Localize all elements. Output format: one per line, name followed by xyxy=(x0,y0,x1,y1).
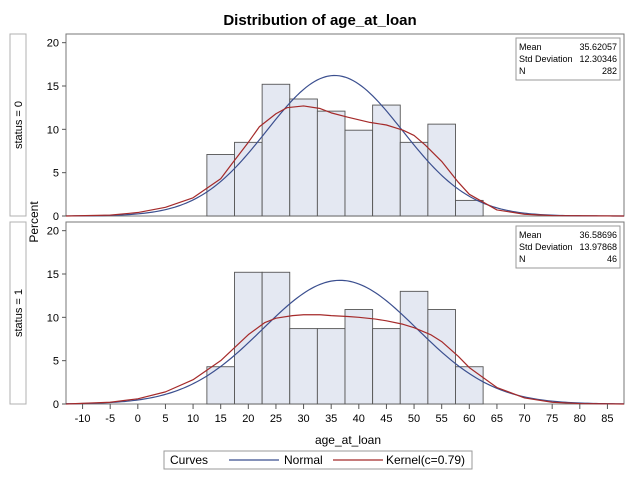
stats-value: 282 xyxy=(602,66,617,76)
x-tick-label: 60 xyxy=(463,413,475,425)
stats-value: 13.97868 xyxy=(579,242,617,252)
histogram-bar xyxy=(399,290,429,405)
histogram-bar xyxy=(372,104,401,217)
kernel-curve xyxy=(65,314,625,405)
x-tick-label: 30 xyxy=(297,413,309,425)
stats-label: Std Deviation xyxy=(519,242,573,252)
x-tick-label: 45 xyxy=(380,413,392,425)
legend: Curves Normal Kernel(c=0.79) xyxy=(163,450,473,470)
stats-value: 12.30346 xyxy=(579,54,617,64)
x-tick-label: 5 xyxy=(162,413,168,425)
histogram-bar xyxy=(206,366,235,405)
stats-inset: Mean 35.62057 Std Deviation 12.30346 N 282 xyxy=(515,37,621,81)
histogram-bar xyxy=(261,83,291,217)
panel-label: status = 1 xyxy=(13,289,25,337)
stats-value: 46 xyxy=(607,254,617,264)
y-tick-label: 20 xyxy=(47,38,59,50)
x-tick-label: 65 xyxy=(491,413,503,425)
x-tick-label: 70 xyxy=(518,413,530,425)
y-tick-label: 10 xyxy=(47,312,59,324)
stats-label: Mean xyxy=(519,230,542,240)
stats-value: 35.62057 xyxy=(579,42,617,52)
normal-curve xyxy=(65,279,625,405)
histogram-bar xyxy=(455,366,484,405)
y-axis-label: Percent xyxy=(27,201,41,243)
histogram-bar xyxy=(261,271,291,405)
histogram-bar xyxy=(372,328,401,405)
legend-label-kernel: Kernel(c=0.79) xyxy=(386,453,465,467)
panel-1: status = 1 0 5 10 15 20 Mean 36.58696 Std Deviat… xyxy=(9,221,625,411)
x-tick-label: 75 xyxy=(546,413,558,425)
x-tick-label: 85 xyxy=(601,413,613,425)
histogram-bar xyxy=(289,328,318,405)
x-tick-label: 15 xyxy=(215,413,227,425)
y-tick-label: 0 xyxy=(53,211,59,223)
stats-value: 36.58696 xyxy=(579,230,617,240)
x-tick-label: 80 xyxy=(574,413,586,425)
histogram-bar xyxy=(316,328,346,405)
histogram-bar xyxy=(344,309,374,405)
stats-box xyxy=(515,37,621,81)
histogram-bar xyxy=(427,309,456,405)
histogram-bar xyxy=(344,129,374,217)
histogram-bar xyxy=(316,110,346,217)
legend-title: Curves xyxy=(170,453,208,467)
panel-0: status = 0 0 5 10 15 20 Mean 35.62057 Std Deviat… xyxy=(9,33,625,223)
x-tick-label: -5 xyxy=(105,413,115,425)
legend-label-normal: Normal xyxy=(284,453,323,467)
stats-label: N xyxy=(519,254,526,264)
stats-label: Mean xyxy=(519,42,542,52)
panel-strip xyxy=(9,221,27,405)
y-tick-label: 0 xyxy=(53,399,59,411)
stats-box xyxy=(515,225,621,269)
x-tick-label: 20 xyxy=(242,413,254,425)
y-tick-label: 15 xyxy=(47,81,59,93)
x-tick-label: 55 xyxy=(436,413,448,425)
x-axis-label: age_at_loan xyxy=(315,433,381,447)
stats-label: Std Deviation xyxy=(519,54,573,64)
x-tick-label: 35 xyxy=(325,413,337,425)
histogram-bar xyxy=(399,141,429,217)
normal-curve xyxy=(65,74,624,217)
stats-label: N xyxy=(519,66,526,76)
x-tick-label: 40 xyxy=(353,413,365,425)
stats-inset: Mean 36.58696 Std Deviation 13.97868 N 46 xyxy=(515,225,621,269)
panels-layer: status = 0 0 5 10 15 20 Mean 35.62057 Std Deviat… xyxy=(9,33,625,411)
x-tick-label: 25 xyxy=(270,413,282,425)
x-tick-label: 50 xyxy=(408,413,420,425)
panel-label: status = 0 xyxy=(13,101,25,149)
x-tick-label: -10 xyxy=(75,413,91,425)
histogram-bar xyxy=(289,98,318,217)
y-tick-label: 20 xyxy=(47,226,59,238)
histogram-bar xyxy=(234,271,263,405)
chart-title: Distribution of age_at_loan xyxy=(223,12,416,29)
panel-strip xyxy=(9,33,27,217)
y-tick-label: 5 xyxy=(53,356,59,368)
histogram-bar xyxy=(427,123,456,217)
y-tick-label: 15 xyxy=(47,269,59,281)
y-tick-label: 5 xyxy=(53,168,59,180)
x-tick-label: 0 xyxy=(135,413,141,425)
legend-box xyxy=(163,450,473,470)
x-axis: -10 -5 0 5 10 15 20 25 30 35 40 45 50 55 60 65 70 75 80 85 xyxy=(75,404,614,425)
kernel-curve xyxy=(65,105,625,217)
y-tick-label: 10 xyxy=(47,124,59,136)
x-tick-label: 10 xyxy=(187,413,199,425)
histogram-bar xyxy=(455,199,484,217)
